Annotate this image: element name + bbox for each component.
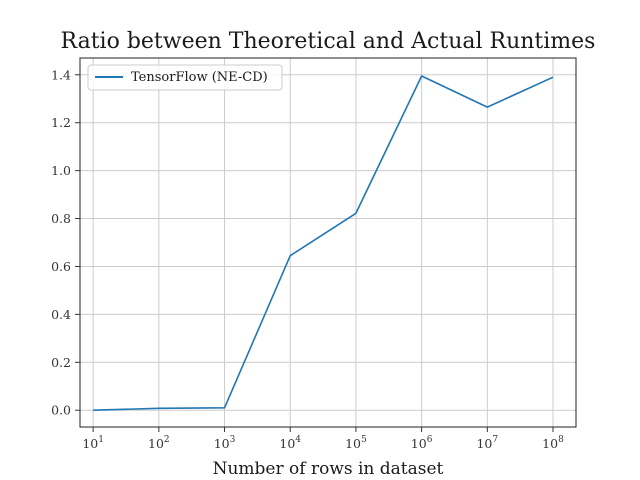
axis-ticks: 101 102 103 104 105 106 107 108 0.0 0.2 0.4 0.6 0.8 1…	[51, 67, 564, 451]
y-tick-label: 1.2	[51, 115, 71, 130]
x-tick-label: 101	[82, 435, 104, 451]
plot-frame	[79, 57, 577, 428]
y-tick-label: 0.4	[51, 307, 71, 322]
y-tick-label: 0.2	[51, 355, 71, 370]
y-tick-label: 1.4	[51, 67, 71, 82]
x-tick-label: 102	[148, 435, 170, 451]
y-tick-label: 0.8	[51, 211, 71, 226]
x-axis-label: Number of rows in dataset	[213, 459, 444, 479]
x-tick-label: 107	[476, 435, 498, 451]
grid	[80, 58, 576, 427]
legend-label: TensorFlow (NE-CD)	[131, 70, 268, 85]
series-line	[93, 75, 554, 412]
x-tick-label: 108	[542, 435, 564, 451]
y-tick-label: 1.0	[51, 163, 71, 178]
legend-box	[87, 64, 283, 91]
y-tick-label: 0.0	[51, 403, 71, 418]
x-tick-label: 103	[214, 435, 236, 451]
x-tick-label: 106	[411, 435, 433, 451]
x-tick-label: 105	[345, 435, 367, 451]
y-tick-label: 0.6	[51, 259, 71, 274]
chart-title: Ratio between Theoretical and Actual Run…	[61, 29, 596, 54]
legend: TensorFlow (NE-CD)	[87, 64, 283, 91]
series-layer	[93, 75, 554, 412]
x-tick-label: 104	[279, 435, 301, 451]
